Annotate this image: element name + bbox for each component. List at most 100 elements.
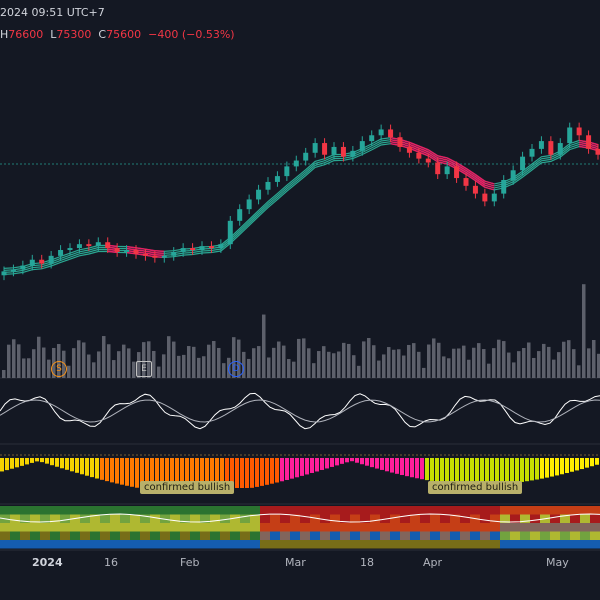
volume-bar: [297, 338, 301, 378]
histogram-bar: [405, 458, 409, 477]
heatmap-cell: [210, 540, 220, 549]
oscillator-signal-line: [0, 399, 600, 423]
heatmap-cell: [170, 514, 180, 523]
heatmap: [0, 506, 600, 549]
heatmap-cell: [500, 523, 510, 532]
volume-bar: [7, 344, 11, 378]
heatmap-cell: [90, 523, 100, 532]
histogram-bar: [460, 458, 464, 485]
volume-bar: [197, 357, 201, 378]
ribbon-segment: [475, 174, 486, 182]
heatmap-cell: [170, 531, 180, 540]
heatmap-cell: [120, 514, 130, 523]
heatmap-cell: [570, 523, 580, 532]
ribbon-segment: [484, 182, 495, 187]
heatmap-cell: [230, 540, 240, 549]
heatmap-cell: [410, 540, 420, 549]
histogram-bar: [580, 458, 584, 470]
histogram-bar: [210, 458, 214, 488]
close-label: C: [98, 28, 107, 41]
ribbon-segment: [145, 248, 155, 252]
ribbon-segment: [475, 178, 486, 186]
x-tick-label: Apr: [423, 556, 443, 569]
volume-bar: [432, 338, 436, 378]
volume-bar: [417, 351, 421, 378]
volume-bar: [562, 341, 566, 378]
candle-body: [378, 129, 384, 136]
ribbon-segment: [456, 164, 467, 171]
heatmap-cell: [360, 540, 370, 549]
candle-body: [586, 135, 592, 149]
histogram-bar: [510, 458, 514, 484]
histogram-bar: [565, 458, 569, 474]
candle-body: [105, 242, 111, 249]
volume-bar: [437, 342, 441, 378]
candle-body: [95, 242, 101, 247]
heatmap-cell: [590, 514, 600, 523]
histogram-bar: [365, 458, 369, 466]
histogram-bar: [75, 458, 79, 473]
heatmap-cell: [30, 540, 40, 549]
heatmap-cell: [590, 540, 600, 549]
heatmap-cell: [390, 523, 400, 532]
heatmap-cell: [500, 540, 510, 549]
ribbon-segment: [475, 176, 486, 184]
heatmap-cell: [100, 523, 110, 532]
candle-body: [48, 255, 54, 264]
volume-bar: [377, 360, 381, 378]
volume-bar: [427, 344, 431, 378]
candle-body: [199, 246, 205, 250]
histogram-bar: [585, 458, 589, 468]
heatmap-cell: [200, 523, 210, 532]
histogram-bar: [335, 458, 339, 466]
histogram-bar: [540, 458, 544, 479]
histogram-bar: [275, 458, 279, 483]
histogram-bar: [30, 458, 34, 463]
volume-bar: [477, 343, 481, 378]
heatmap-cell: [520, 540, 530, 549]
event-marker-s[interactable]: S: [51, 361, 67, 377]
heatmap-cell: [250, 531, 260, 540]
heatmap-cell: [110, 531, 120, 540]
candle-body: [416, 152, 422, 159]
candle-body: [331, 146, 337, 155]
event-marker-e[interactable]: E: [136, 361, 152, 377]
candle-body: [557, 143, 563, 155]
histogram-bar: [380, 458, 384, 470]
volume-bar: [412, 343, 416, 378]
heatmap-cell: [280, 514, 290, 523]
histogram-bar: [465, 458, 469, 485]
heatmap-cell: [500, 531, 510, 540]
heatmap-cell: [270, 531, 280, 540]
heatmap-cell: [100, 506, 110, 515]
heatmap-cell: [230, 514, 240, 523]
candle-body: [491, 193, 497, 202]
close-value: 75600: [106, 28, 142, 41]
volume-bar: [402, 355, 406, 378]
volume-bar: [312, 363, 316, 378]
volume-bar: [507, 352, 511, 378]
heatmap-cell: [120, 506, 130, 515]
heatmap-cell: [560, 540, 570, 549]
volume-bar: [447, 358, 451, 378]
event-marker-d[interactable]: D: [228, 361, 244, 377]
heatmap-cell: [340, 506, 350, 515]
heatmap-cell: [140, 506, 150, 515]
ribbon-segment: [418, 145, 429, 151]
histogram-bar: [110, 458, 114, 483]
candle-body: [538, 141, 544, 149]
candle-body: [388, 129, 394, 138]
volume-bar: [322, 346, 326, 378]
volume-bar: [157, 366, 161, 378]
low-value: 75300: [56, 28, 92, 41]
histogram-bar: [145, 458, 149, 488]
candle-body: [303, 152, 309, 161]
volume-bar: [362, 341, 366, 378]
ribbon-segment: [409, 143, 420, 149]
histogram-bar: [80, 458, 84, 475]
ohlc-legend: H76600 L75300 C75600 −400 (−0.53%): [0, 28, 235, 41]
candle-body: [274, 176, 280, 182]
ribbon-line: [3, 141, 599, 273]
candle-body: [397, 137, 403, 147]
